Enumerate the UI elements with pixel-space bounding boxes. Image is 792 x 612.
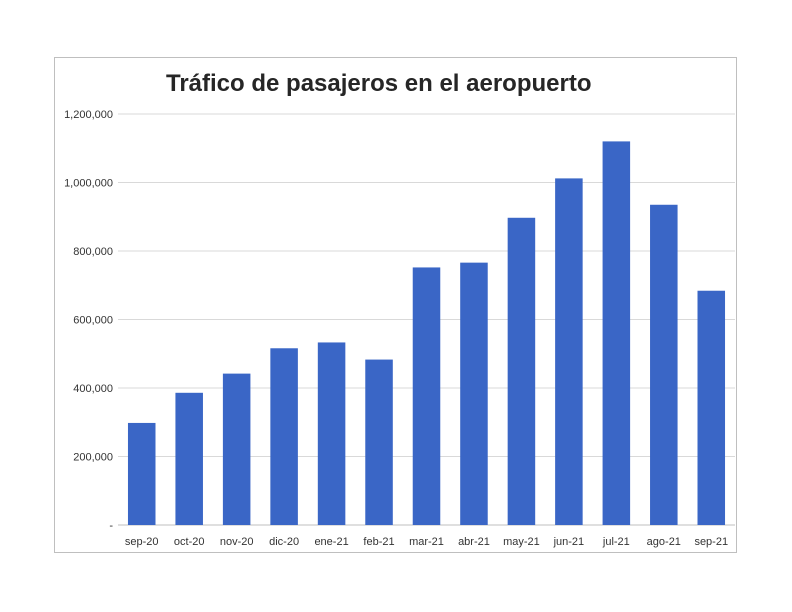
y-tick-label: 200,000 bbox=[73, 452, 113, 464]
x-tick-label: oct-20 bbox=[174, 536, 205, 548]
bar bbox=[270, 348, 298, 525]
bar bbox=[222, 373, 251, 525]
bar bbox=[317, 342, 346, 525]
x-tick-label: mar-21 bbox=[409, 536, 444, 548]
y-tick-label: 1,200,000 bbox=[64, 109, 113, 121]
bar bbox=[650, 204, 678, 525]
chart-title: Tráfico de pasajeros en el aeropuerto bbox=[166, 70, 592, 97]
y-tick-label: 600,000 bbox=[73, 315, 113, 327]
x-tick-label: ago-21 bbox=[647, 536, 681, 548]
x-tick-label: sep-21 bbox=[694, 536, 728, 548]
bar bbox=[412, 267, 441, 525]
bar bbox=[175, 392, 203, 525]
bar bbox=[365, 359, 393, 525]
bar bbox=[602, 141, 631, 525]
x-tick-label: jun-21 bbox=[553, 536, 585, 548]
bar bbox=[507, 217, 536, 525]
x-tick-label: ene-21 bbox=[314, 536, 348, 548]
bar bbox=[460, 262, 488, 525]
x-tick-label: sep-20 bbox=[125, 536, 159, 548]
y-tick-label: 1,000,000 bbox=[64, 178, 113, 190]
x-tick-label: dic-20 bbox=[269, 536, 299, 548]
y-tick-label: - bbox=[109, 520, 113, 532]
bar bbox=[697, 290, 726, 525]
x-tick-label: jul-21 bbox=[602, 536, 630, 548]
x-tick-label: abr-21 bbox=[458, 536, 490, 548]
x-tick-label: nov-20 bbox=[220, 536, 254, 548]
bar bbox=[555, 178, 583, 525]
bar bbox=[127, 422, 156, 525]
x-tick-label: may-21 bbox=[503, 536, 540, 548]
x-tick-label: feb-21 bbox=[363, 536, 394, 548]
y-tick-label: 400,000 bbox=[73, 383, 113, 395]
y-tick-label: 800,000 bbox=[73, 246, 113, 258]
